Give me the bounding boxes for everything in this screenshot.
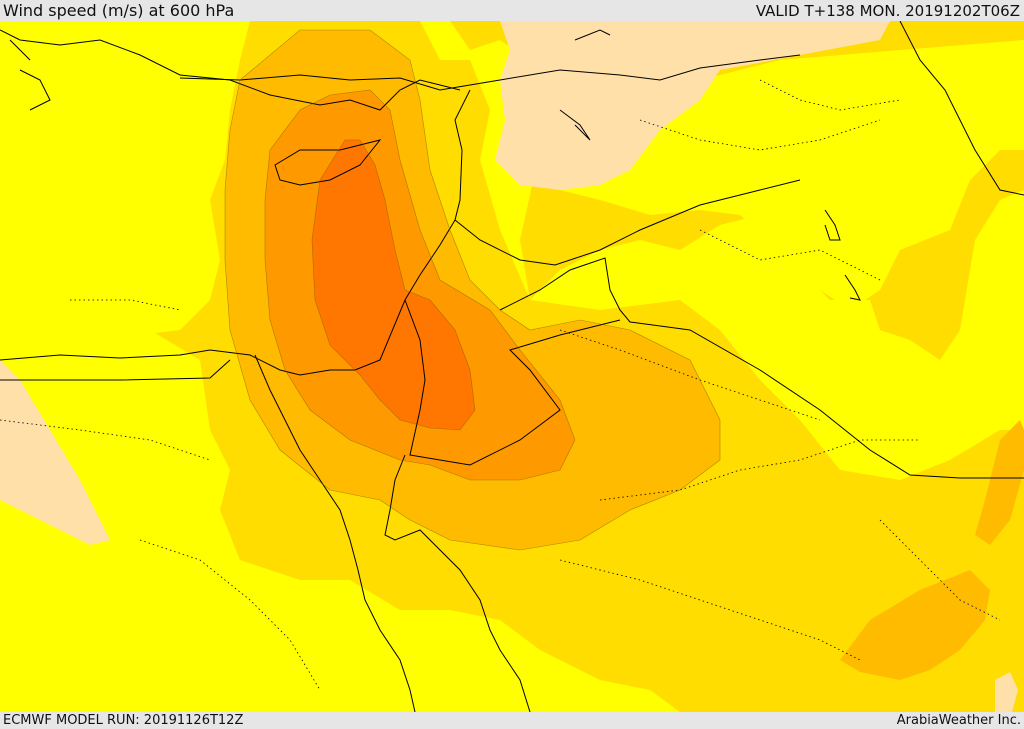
footer-bar: ECMWF MODEL RUN: 20191126T12Z ArabiaWeat… (0, 712, 1024, 729)
band-highest (312, 140, 475, 430)
contour-lines (224, 29, 721, 551)
credit: ArabiaWeather Inc. (896, 713, 1021, 728)
valid-time: VALID T+138 MON. 20191202T06Z (755, 2, 1020, 20)
borders (0, 54, 1024, 479)
header-bar: Wind speed (m/s) at 600 hPa VALID T+138 … (0, 0, 1024, 21)
map-title: Wind speed (m/s) at 600 hPa (3, 1, 235, 20)
band-lowest-southwest (0, 500, 420, 712)
calm-west (0, 360, 110, 545)
model-run: ECMWF MODEL RUN: 20191126T12Z (3, 713, 244, 728)
wind-speed-map (0, 21, 1024, 712)
calm-sw-corner (995, 672, 1018, 712)
band-mid-se (840, 570, 990, 680)
coastlines (0, 21, 1024, 712)
band-mid-east (975, 420, 1024, 545)
band-highest-spot (395, 345, 418, 364)
band-lowest-west (0, 21, 250, 340)
calm-north (495, 21, 890, 190)
